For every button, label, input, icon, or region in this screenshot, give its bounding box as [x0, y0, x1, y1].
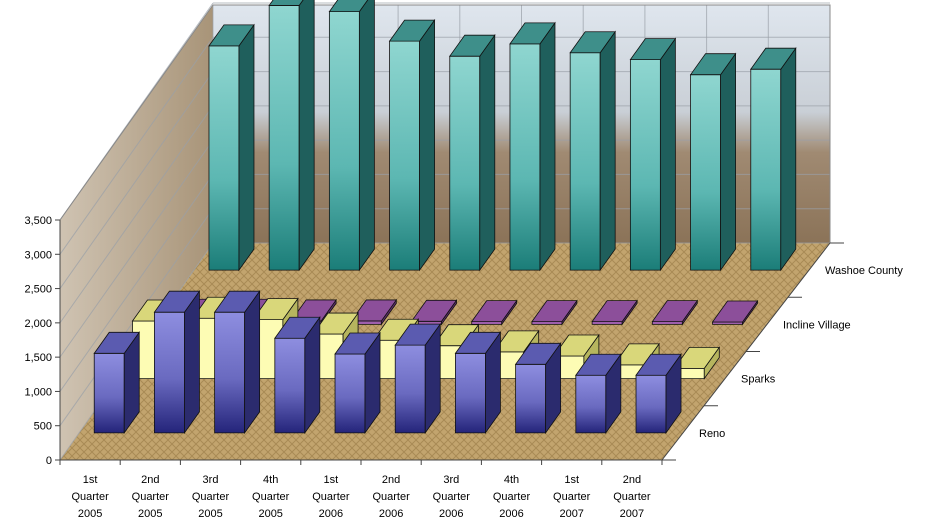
x-tick-label: 2nd Quarter 2005 — [132, 474, 170, 520]
bar-incline-village-4 — [350, 298, 398, 326]
x-axis: 1st Quarter 2005 2nd Quarter 2005 3rd Quarter 20… — [59, 459, 663, 520]
bar-incline-village-9 — [651, 299, 699, 326]
x-tick-label: 1st Quarter 2006 — [312, 474, 350, 520]
bar-reno-6 — [394, 322, 442, 435]
bar-reno-7 — [454, 331, 502, 435]
series-label-washoe-county: Washoe County — [825, 265, 903, 277]
bar-reno-10 — [635, 353, 682, 435]
x-tick-label: 3rd Quarter 2006 — [433, 474, 471, 520]
x-tick-label: 1st Quarter 2007 — [553, 474, 591, 520]
bar-reno-4 — [274, 315, 321, 435]
y-tick-label: 0 — [46, 455, 52, 467]
bar-washoe-county-1 — [208, 23, 255, 272]
bar-reno-5 — [334, 331, 381, 435]
bar-reno-1 — [93, 331, 141, 435]
bar-washoe-county-4 — [388, 18, 436, 272]
bar-incline-village-8 — [591, 299, 638, 326]
y-tick-label: 500 — [34, 421, 52, 433]
bar-washoe-county-8 — [629, 37, 677, 272]
bar-incline-village-7 — [531, 299, 578, 326]
bar-reno-9 — [575, 353, 622, 435]
bars — [93, 0, 797, 435]
series-axis: Reno Sparks Incline Village Washoe County — [661, 242, 903, 461]
y-axis: 0 500 1,000 1,500 2,000 2,500 3,000 3,500 — [24, 215, 61, 467]
bar-washoe-county-5 — [448, 33, 496, 272]
x-tick-label: 4th Quarter 2005 — [252, 474, 290, 520]
bar-incline-village-10 — [711, 299, 759, 326]
series-label-reno: Reno — [699, 428, 725, 440]
bar-incline-village-6 — [470, 299, 518, 326]
x-tick-label: 4th Quarter 2006 — [493, 474, 531, 520]
bar-washoe-county-6 — [509, 21, 556, 272]
y-tick-label: 3,000 — [24, 249, 52, 261]
y-tick-label: 2,500 — [24, 284, 52, 296]
x-tick-label: 1st Quarter 2005 — [71, 474, 109, 520]
bar-washoe-county-9 — [689, 52, 737, 272]
y-tick-label: 3,500 — [24, 215, 52, 227]
bar-reno-8 — [514, 342, 562, 435]
bar-sparks-10 — [673, 346, 721, 380]
y-tick-label: 1,000 — [24, 386, 52, 398]
bar-washoe-county-10 — [749, 46, 797, 272]
x-tick-label: 2nd Quarter 2007 — [613, 474, 651, 520]
bar-washoe-county-2 — [268, 0, 315, 272]
y-tick-label: 1,500 — [24, 352, 52, 364]
x-tick-label: 3rd Quarter 2005 — [192, 474, 230, 520]
bar-reno-2 — [153, 289, 201, 435]
bar-washoe-county-7 — [569, 30, 616, 272]
series-label-incline-village: Incline Village — [783, 319, 851, 331]
bar-reno-3 — [213, 289, 261, 435]
series-label-sparks: Sparks — [741, 374, 776, 386]
y-tick-label: 2,000 — [24, 318, 52, 330]
x-tick-label: 2nd Quarter 2006 — [372, 474, 410, 520]
side-wall — [60, 5, 213, 460]
bar-washoe-county-3 — [328, 0, 375, 272]
